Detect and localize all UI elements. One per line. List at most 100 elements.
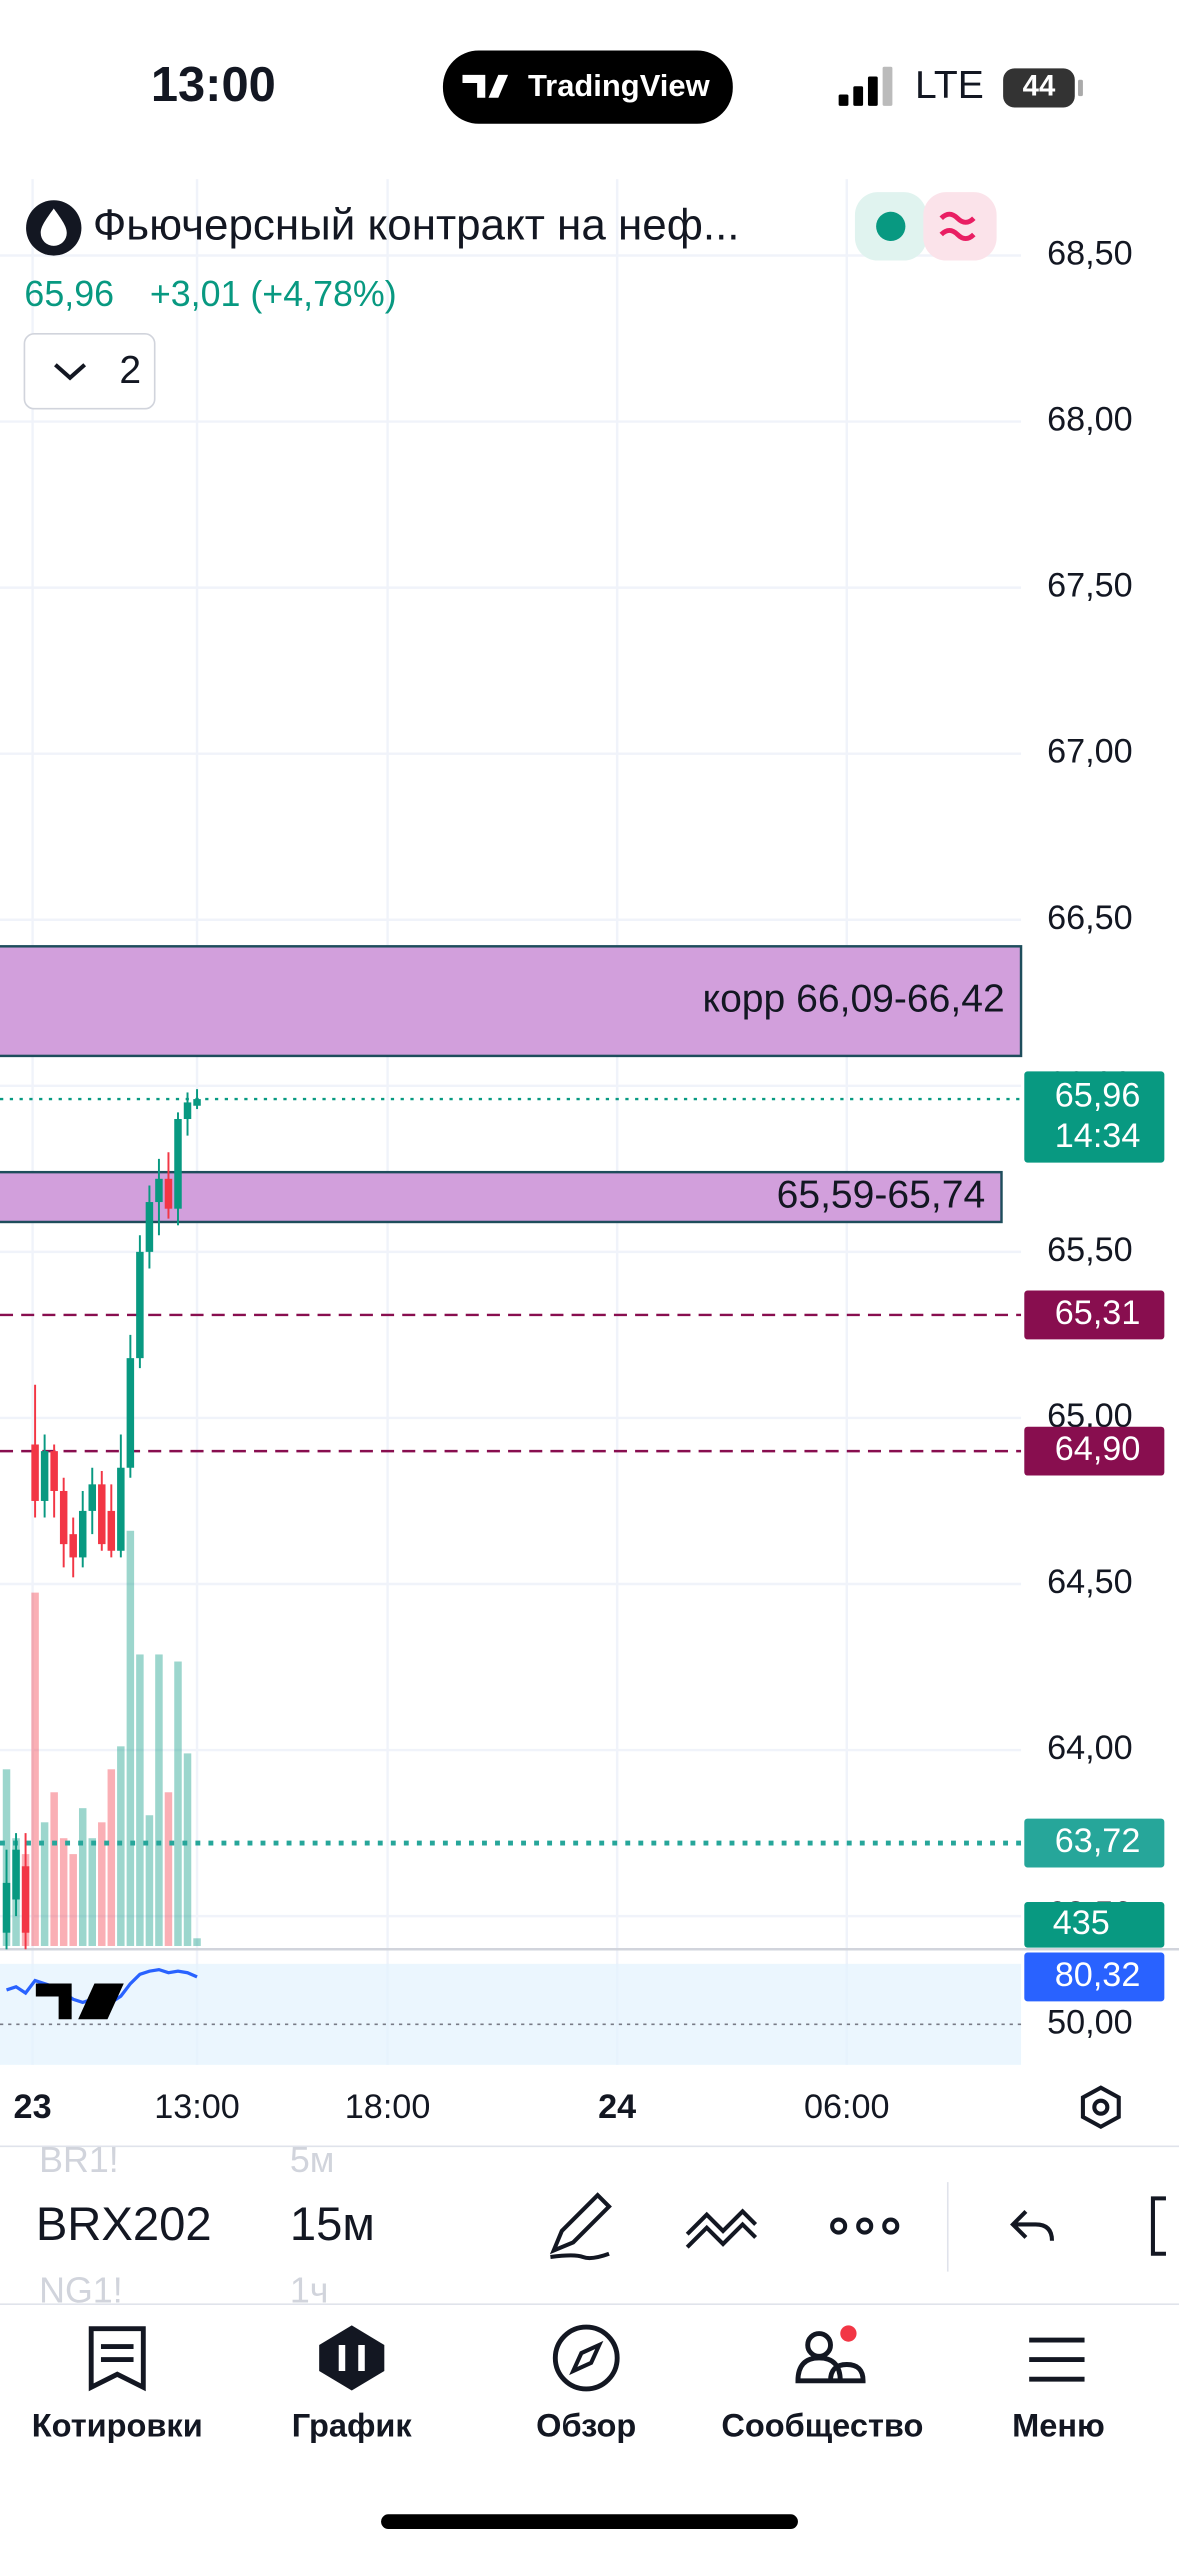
volume-bar	[164, 1792, 173, 1946]
candle-body	[126, 1358, 135, 1468]
volume-bar	[145, 1815, 154, 1946]
interval-prev: 5м	[290, 2140, 335, 2180]
chart-area: 68,5068,0067,5067,0066,5066,0065,5065,00…	[0, 179, 1179, 2130]
y-tick-label: 64,00	[1047, 1729, 1133, 1767]
volume-bar	[174, 1661, 182, 1946]
price: 65,96	[24, 274, 114, 314]
tab-icon-chart[interactable]	[319, 2325, 385, 2391]
trend-tool[interactable]	[685, 2208, 758, 2249]
candle-body	[21, 1866, 30, 1933]
price-change: +3,01 (+4,78%)	[150, 274, 397, 314]
tab-label[interactable]: Сообщество	[721, 2408, 923, 2444]
level-label: 63,72	[1055, 1822, 1141, 1860]
last-price-label: 65,96	[1055, 1076, 1141, 1114]
battery-tip	[1078, 79, 1083, 97]
candle-body	[155, 1178, 163, 1203]
candle-body	[88, 1484, 97, 1511]
zone-label: корр 66,09-66,42	[703, 977, 1005, 1020]
volume-bar	[107, 1769, 116, 1946]
tab-label[interactable]: Обзор	[536, 2408, 636, 2444]
candle-body	[107, 1510, 116, 1551]
y-tick-label: 67,50	[1047, 567, 1133, 605]
volume-bar	[98, 1822, 106, 1946]
indicator-count: 2	[119, 349, 141, 392]
indicator-tick-label: 50,00	[1047, 2003, 1133, 2041]
battery	[1003, 68, 1075, 108]
candle-body	[50, 1451, 58, 1491]
candle-body	[31, 1444, 39, 1501]
volume-label: 435	[1053, 1904, 1110, 1942]
tab-icon-compass	[569, 2340, 604, 2376]
level-badge	[1024, 1290, 1165, 1340]
tab-label[interactable]: Котировки	[32, 2408, 203, 2444]
tab-label[interactable]: Меню	[1012, 2408, 1105, 2444]
indicator-last-label: 80,32	[1055, 1956, 1141, 1994]
volume-bar	[183, 1753, 192, 1946]
x-tick-label: 13:00	[154, 2088, 240, 2126]
home-indicator	[381, 2514, 798, 2529]
tv-watermark	[35, 1983, 124, 2020]
indicators-toggle[interactable]	[23, 333, 156, 410]
candle-body	[117, 1467, 125, 1551]
candle-body	[164, 1178, 173, 1209]
volume-bar	[117, 1746, 125, 1946]
tv-logo	[462, 74, 509, 98]
undo-button[interactable]	[1010, 2209, 1055, 2241]
volume-bar	[88, 1838, 97, 1946]
level-label: 64,90	[1055, 1430, 1141, 1468]
tab-icon-menu[interactable]	[1029, 2337, 1085, 2382]
volume-bar	[59, 1838, 68, 1946]
tab-icon-chart-candles	[338, 2344, 365, 2372]
symbol[interactable]: BRX202	[36, 2198, 212, 2251]
candle-body	[12, 1849, 20, 1900]
signal-icon	[838, 66, 893, 106]
candle-body	[174, 1119, 182, 1209]
level-badge	[1024, 1426, 1165, 1476]
volume-bar	[78, 1808, 87, 1946]
draw-tool[interactable]	[549, 2192, 612, 2261]
candle-body	[98, 1484, 106, 1545]
y-tick-label: 68,50	[1047, 235, 1133, 273]
chevron	[54, 363, 87, 381]
market-open-dot	[876, 211, 906, 242]
status-pill-right[interactable]	[923, 192, 997, 261]
candle-body	[193, 1099, 201, 1106]
y-tick-label: 64,50	[1047, 1563, 1133, 1601]
x-tick-label: 24	[598, 2088, 636, 2126]
x-tick-label: 18:00	[345, 2088, 431, 2126]
symbol-prev: BR1!	[39, 2140, 119, 2180]
zone-label: 65,59-65,74	[777, 1173, 986, 1216]
y-tick-label: 67,00	[1047, 733, 1133, 771]
network: LTE	[915, 64, 984, 107]
y-tick-label: 65,50	[1047, 1231, 1133, 1269]
fullscreen-button[interactable]	[1150, 2196, 1166, 2256]
app-name: TradingView	[528, 68, 711, 103]
candle-body	[59, 1490, 68, 1545]
candle-body	[69, 1534, 77, 1558]
more-button[interactable]	[830, 2217, 900, 2235]
y-tick-label: 66,50	[1047, 899, 1133, 937]
last-price-badge	[1024, 1071, 1165, 1163]
countdown: 14:34	[1055, 1117, 1141, 1155]
volume-bar	[40, 1822, 49, 1946]
symbol-title[interactable]: Фьючерсный контракт на неф...	[93, 201, 740, 250]
settings-icon[interactable]	[1080, 2085, 1121, 2130]
x-tick-label: 06:00	[804, 2088, 890, 2126]
tab-label[interactable]: График	[292, 2408, 413, 2444]
volume-bar	[155, 1654, 163, 1946]
indicator-badge	[1024, 1952, 1165, 2002]
candle-body	[136, 1251, 144, 1359]
tab-icon-community-head	[805, 2331, 833, 2359]
tab-icon-quotes[interactable]	[88, 2326, 146, 2392]
volume-bar	[193, 1938, 201, 1946]
interval[interactable]: 15м	[290, 2198, 375, 2251]
app-pill	[442, 50, 733, 124]
zone	[0, 945, 1023, 1058]
volume-bar	[136, 1654, 144, 1946]
tab-icon-explore[interactable]	[552, 2324, 620, 2392]
candle-body	[183, 1102, 192, 1120]
volume-bar	[126, 1530, 135, 1946]
volume-bar	[50, 1792, 58, 1946]
